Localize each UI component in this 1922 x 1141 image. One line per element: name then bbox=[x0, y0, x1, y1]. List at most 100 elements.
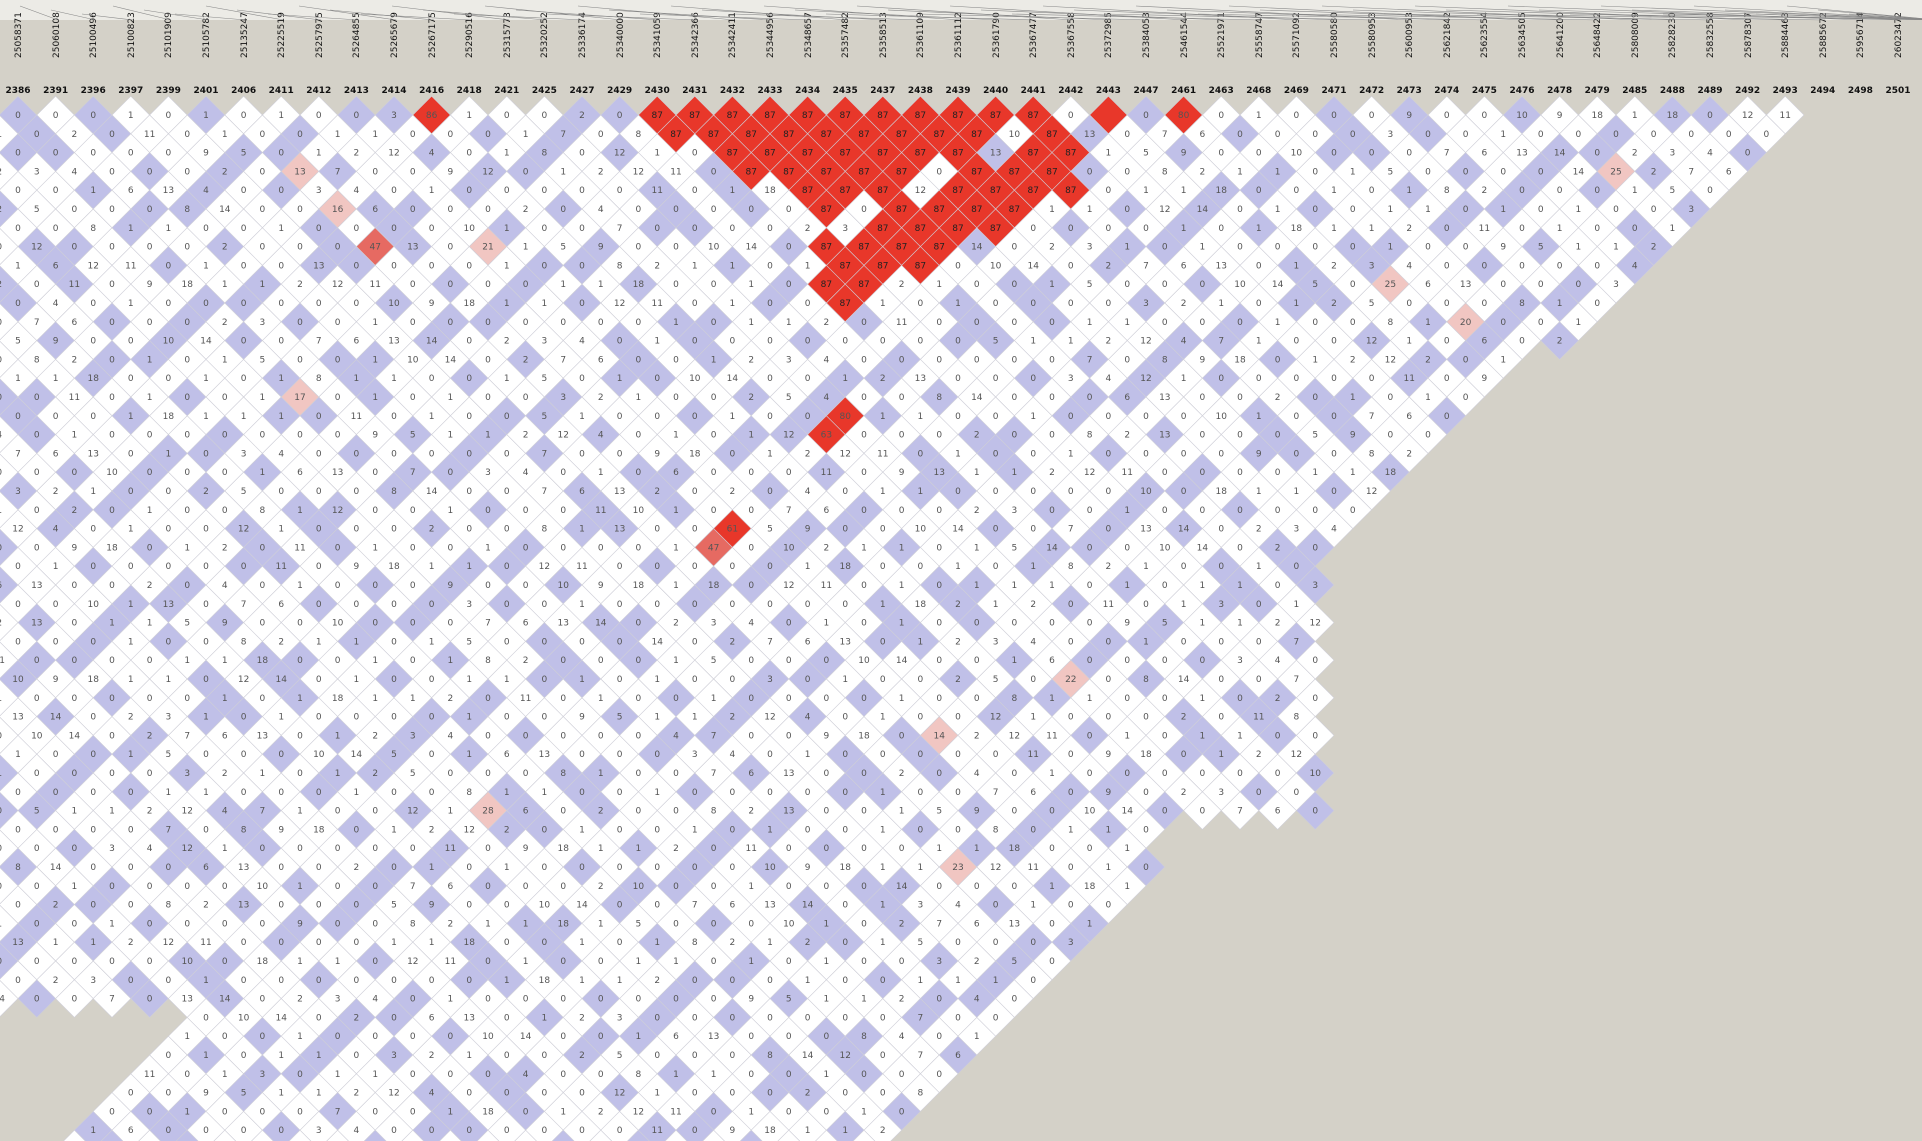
ld-cell-value: 87 bbox=[839, 111, 850, 121]
ld-cell-value: 0 bbox=[1200, 769, 1206, 779]
ld-cell-value: 1 bbox=[72, 882, 78, 892]
ld-cell-value: 18 bbox=[463, 299, 475, 309]
ld-cell-value: 4 bbox=[72, 167, 78, 177]
ld-cell-value: 0 bbox=[466, 1126, 472, 1136]
ld-cell-value: 3 bbox=[335, 995, 341, 1005]
ld-cell-value: 8 bbox=[1162, 355, 1168, 365]
ld-cell-value: 1 bbox=[448, 995, 454, 1005]
ld-cell-value: 0 bbox=[786, 694, 792, 704]
ld-cell-value: 7 bbox=[560, 355, 566, 365]
ld-cell-value: 0 bbox=[1256, 149, 1262, 159]
ld-cell-value: 1 bbox=[316, 1051, 322, 1061]
ld-cell-value: 1 bbox=[1049, 280, 1055, 290]
ld-cell-value: 1 bbox=[936, 844, 942, 854]
ld-cell-value: 2 bbox=[429, 1051, 435, 1061]
ld-cell-value: 0 bbox=[166, 1089, 172, 1099]
ld-cell-value: 0 bbox=[1294, 111, 1300, 121]
ld-cell-value: 18 bbox=[633, 581, 645, 591]
ld-cell-value: 0 bbox=[805, 825, 811, 835]
ld-cell-value: 1 bbox=[636, 393, 642, 403]
ld-cell-value: 12 bbox=[1366, 337, 1377, 347]
ld-cell-value: 7 bbox=[767, 637, 773, 647]
ld-cell-value: 8 bbox=[993, 825, 999, 835]
ld-cell-value: 87 bbox=[1046, 167, 1057, 177]
ld-cell-value: 0 bbox=[485, 995, 491, 1005]
ld-cell-value: 1 bbox=[936, 280, 942, 290]
ld-cell-value: 1 bbox=[842, 1126, 848, 1136]
ld-cell-value: 1 bbox=[974, 468, 980, 478]
ld-cell-value: 7 bbox=[34, 318, 40, 328]
ld-cell-value: 0 bbox=[391, 863, 397, 873]
ld-cell-value: 0 bbox=[466, 487, 472, 497]
ld-cell-value: 0 bbox=[974, 656, 980, 666]
ld-cell-value: 2 bbox=[1200, 167, 1206, 177]
ld-cell-value: 1 bbox=[842, 675, 848, 685]
ld-cell-value: 2 bbox=[523, 355, 529, 365]
ld-cell-value: 2 bbox=[1275, 694, 1281, 704]
ld-cell-value: 1 bbox=[1106, 863, 1112, 873]
ld-cell-value: 1 bbox=[579, 825, 585, 835]
ld-cell-value: 1 bbox=[1425, 205, 1431, 215]
ld-cell-value: 0 bbox=[560, 731, 566, 741]
ld-cell-value: 0 bbox=[316, 299, 322, 309]
ld-cell-value: 0 bbox=[711, 1107, 717, 1117]
ld-cell-value: 5 bbox=[786, 393, 792, 403]
ld-cell-value: 0 bbox=[354, 600, 360, 610]
ld-cell-value: 12 bbox=[181, 807, 192, 817]
ld-cell-value: 0 bbox=[993, 750, 999, 760]
ld-cell-value: 12 bbox=[633, 167, 644, 177]
ld-cell-value: 87 bbox=[821, 205, 832, 215]
ld-cell-value: 13 bbox=[1159, 393, 1170, 403]
ld-cell-value: 0 bbox=[1049, 619, 1055, 629]
ld-cell-value: 0 bbox=[410, 130, 416, 140]
ld-cell-value: 12 bbox=[1742, 111, 1753, 121]
ld-cell-value: 1 bbox=[974, 581, 980, 591]
ld-cell-value: 0 bbox=[1463, 355, 1469, 365]
ld-cell-value: 0 bbox=[1331, 487, 1337, 497]
ld-cell-value: 1 bbox=[147, 393, 153, 403]
ld-cell-value: 0 bbox=[936, 769, 942, 779]
ld-cell-value: 0 bbox=[560, 656, 566, 666]
ld-cell-value: 0 bbox=[767, 412, 773, 422]
ld-cell-value: 4 bbox=[354, 186, 360, 196]
ld-cell-value: 3 bbox=[109, 844, 115, 854]
ld-cell-value: 0 bbox=[598, 130, 604, 140]
ld-cell-value: 2 bbox=[824, 318, 830, 328]
ld-cell-value: 2 bbox=[748, 355, 754, 365]
ld-cell-value: 4 bbox=[354, 1126, 360, 1136]
ld-cell-value: 0 bbox=[391, 1013, 397, 1023]
ld-cell-value: 0 bbox=[1143, 412, 1149, 422]
ld-cell-value: 0 bbox=[861, 318, 867, 328]
marker-map-line bbox=[50, 9, 96, 21]
ld-cell bbox=[0, 491, 19, 529]
ld-cell-value: 1 bbox=[128, 525, 134, 535]
ld-cell-value: 0 bbox=[786, 1032, 792, 1042]
ld-cell-value: 0 bbox=[542, 825, 548, 835]
ld-cell-value: 0 bbox=[504, 600, 510, 610]
ld-cell-value: 11 bbox=[670, 167, 681, 177]
ld-cell-value: 0 bbox=[448, 1032, 454, 1042]
ld-cell-value: 0 bbox=[1143, 713, 1149, 723]
ld-cell-value: 4 bbox=[748, 619, 754, 629]
marker-id-label: 2440 bbox=[983, 86, 1009, 96]
ld-cell-value: 0 bbox=[260, 694, 266, 704]
ld-cell-value: 0 bbox=[466, 901, 472, 911]
ld-cell-value: 1 bbox=[1181, 374, 1187, 384]
ld-cell-value: 0 bbox=[636, 205, 642, 215]
ld-cell-value: 1 bbox=[278, 1089, 284, 1099]
ld-cell-value: 10 bbox=[1215, 412, 1227, 422]
ld-cell-value: 0 bbox=[316, 675, 322, 685]
ld-cell-value: 12 bbox=[614, 149, 625, 159]
ld-cell-value: 0 bbox=[241, 938, 247, 948]
ld-cell-value: 7 bbox=[1688, 167, 1694, 177]
ld-cell-value: 0 bbox=[936, 995, 942, 1005]
ld-cell-value: 0 bbox=[128, 863, 134, 873]
ld-cell-value: 9 bbox=[372, 431, 378, 441]
ld-cell-value: 1 bbox=[579, 600, 585, 610]
ld-cell-value: 0 bbox=[241, 186, 247, 196]
ld-cell-value: 1 bbox=[372, 656, 378, 666]
ld-cell-value: 0 bbox=[1632, 224, 1638, 234]
ld-cell-value: 1 bbox=[805, 750, 811, 760]
ld-cell-value: 1 bbox=[617, 374, 623, 384]
ld-cell-value: 8 bbox=[636, 130, 642, 140]
